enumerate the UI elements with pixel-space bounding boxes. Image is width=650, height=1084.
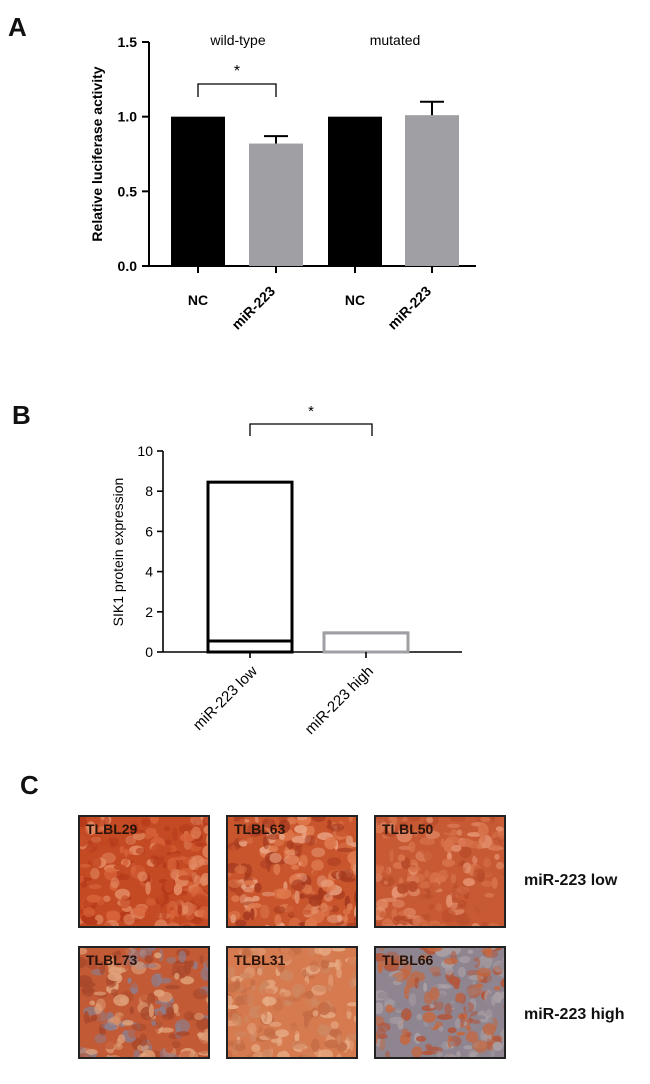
micrograph-label: TLBL31 <box>234 952 286 968</box>
bar-a <box>249 143 303 266</box>
chart-a: 0.0 0.5 1.0 1.5 Relative luciferase activity… <box>89 32 476 333</box>
x-tick-label-a: NC <box>188 292 208 308</box>
x-tick-label-b: miR-223 high <box>302 663 377 738</box>
tissue-texture <box>228 817 356 926</box>
y-axis-label-a: Relative luciferase activity <box>89 66 105 241</box>
micrograph-tlbl29: TLBL29 <box>78 815 210 928</box>
micrograph-label: TLBL50 <box>382 821 434 837</box>
x-tick-label-a: miR-223 <box>384 283 434 333</box>
micrograph-label: TLBL29 <box>86 821 138 837</box>
y-tick-label-b: 8 <box>145 483 153 499</box>
significance-bracket-b <box>249 423 373 436</box>
y-tick-label-a: 1.5 <box>118 34 138 50</box>
x-tick-label-a: NC <box>345 292 365 308</box>
tissue-texture <box>228 948 356 1057</box>
x-tick-label-a: miR-223 <box>228 283 278 333</box>
micrograph-label: TLBL63 <box>234 821 286 837</box>
micrograph-tlbl63: TLBL63 <box>226 815 358 928</box>
significance-label-a: * <box>234 63 240 80</box>
y-tick-label-a: 1.0 <box>118 109 138 125</box>
y-tick-label-b: 10 <box>137 443 153 459</box>
row-label: miR-223 low <box>524 872 618 889</box>
y-axis-label-b: SIK1 protein expression <box>110 478 126 627</box>
group-label-a: mutated <box>370 32 421 48</box>
panel-b-letter: B <box>12 400 31 430</box>
bar-a <box>328 116 382 267</box>
box-b <box>322 631 410 654</box>
chart-b: 0 2 4 6 8 10 SIK1 protein expression miR-223 lo… <box>110 403 462 738</box>
group-label-a: wild-type <box>209 32 265 48</box>
box-b <box>206 480 294 654</box>
tissue-texture <box>80 948 208 1057</box>
significance-label-b: * <box>308 403 314 420</box>
micrograph-label: TLBL73 <box>86 952 138 968</box>
micrograph-tlbl73: TLBL73 <box>78 946 210 1059</box>
bar-a <box>171 116 225 267</box>
micrograph-tlbl50: TLBL50 <box>374 815 506 928</box>
x-tick-label-b: miR-223 low <box>190 663 261 734</box>
micrograph-tlbl66: TLBL66 <box>374 946 506 1059</box>
panel-a-letter: A <box>8 12 27 42</box>
panel-c-letter: C <box>20 770 39 800</box>
y-tick-label-b: 0 <box>145 644 153 660</box>
y-tick-label-b: 2 <box>145 604 153 620</box>
micrograph-label: TLBL66 <box>382 952 434 968</box>
micrograph-tlbl31: TLBL31 <box>226 946 358 1059</box>
y-tick-label-b: 4 <box>145 564 153 580</box>
row-label: miR-223 high <box>524 1006 625 1023</box>
y-tick-label-a: 0.5 <box>118 183 138 199</box>
tissue-texture <box>376 817 504 926</box>
y-tick-label-b: 6 <box>145 523 153 539</box>
tissue-texture <box>376 948 504 1057</box>
bar-a <box>405 115 459 266</box>
significance-bracket-a <box>197 83 277 97</box>
y-tick-label-a: 0.0 <box>118 258 138 274</box>
tissue-texture <box>80 817 208 926</box>
